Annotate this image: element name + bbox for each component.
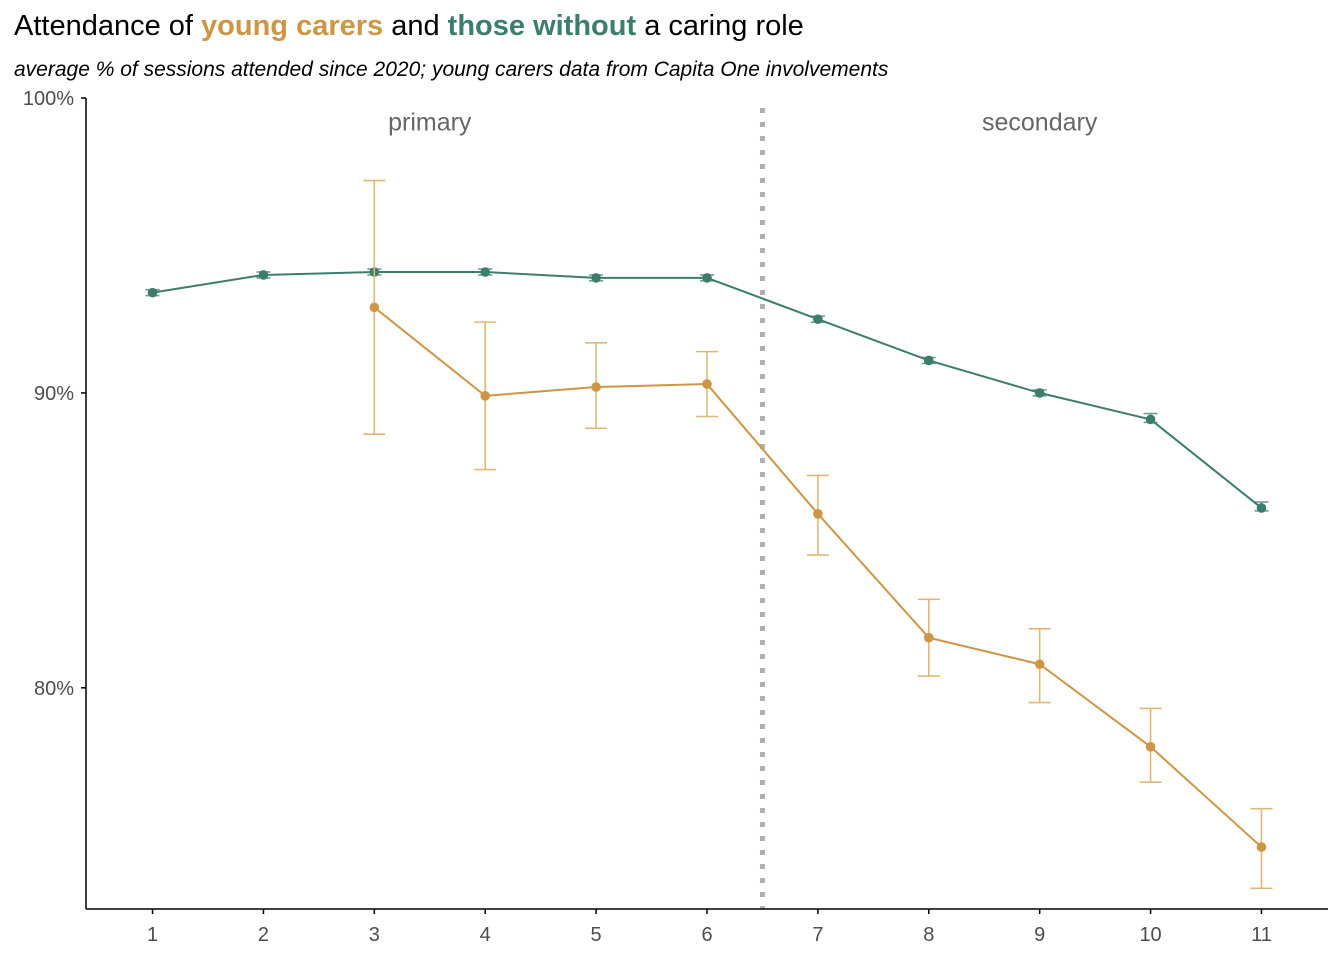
chart-title: Attendance of young carers and those wit… [14,10,804,43]
y-tick-label-90: 90% [34,383,74,405]
annotation-secondary: secondary [982,108,1098,136]
without-point-7 [813,314,823,324]
young-point-5 [591,382,601,392]
without-point-2 [258,270,269,280]
without-point-10 [1145,414,1156,425]
x-tick-label-4: 4 [480,924,491,946]
young-series-line [373,306,1263,848]
young-point-4 [480,391,491,401]
title-part-2: and [383,10,448,42]
title-young-carers: young carers [201,10,384,42]
chart-subtitle: average % of sessions attended since 202… [14,58,889,81]
without-point-9 [1034,388,1045,398]
without-point-1 [147,287,158,298]
without-point-11 [1256,503,1267,513]
x-tick-label-6: 6 [701,924,712,946]
x-tick-label-5: 5 [591,924,602,946]
title-part-3: a caring role [636,10,804,42]
without-point-4 [480,267,491,277]
annotation-primary: primary [388,108,472,136]
x-tick-label-11: 11 [1251,924,1272,946]
young-point-10 [1145,742,1156,752]
young-point-11 [1256,842,1267,852]
title-those-without: those without [447,10,637,42]
without-point-6 [702,273,712,283]
x-tick-label-3: 3 [369,924,380,946]
young-point-6 [702,379,712,389]
young-point-9 [1034,659,1045,670]
x-tick-label-2: 2 [258,924,269,946]
without-point-5 [591,273,601,283]
young-point-3 [369,302,380,313]
x-tick-label-1: 1 [147,924,158,946]
title-part-1: Attendance of [14,10,202,42]
without-point-8 [923,355,934,366]
x-tick-label-7: 7 [812,924,823,946]
x-tick-label-10: 10 [1139,924,1161,946]
young-point-8 [923,632,934,643]
x-tick-label-9: 9 [1034,924,1045,946]
young-point-7 [813,509,823,519]
x-tick-label-8: 8 [923,924,934,946]
y-tick-label-100: 100% [23,88,74,110]
y-tick-label-80: 80% [34,678,74,700]
